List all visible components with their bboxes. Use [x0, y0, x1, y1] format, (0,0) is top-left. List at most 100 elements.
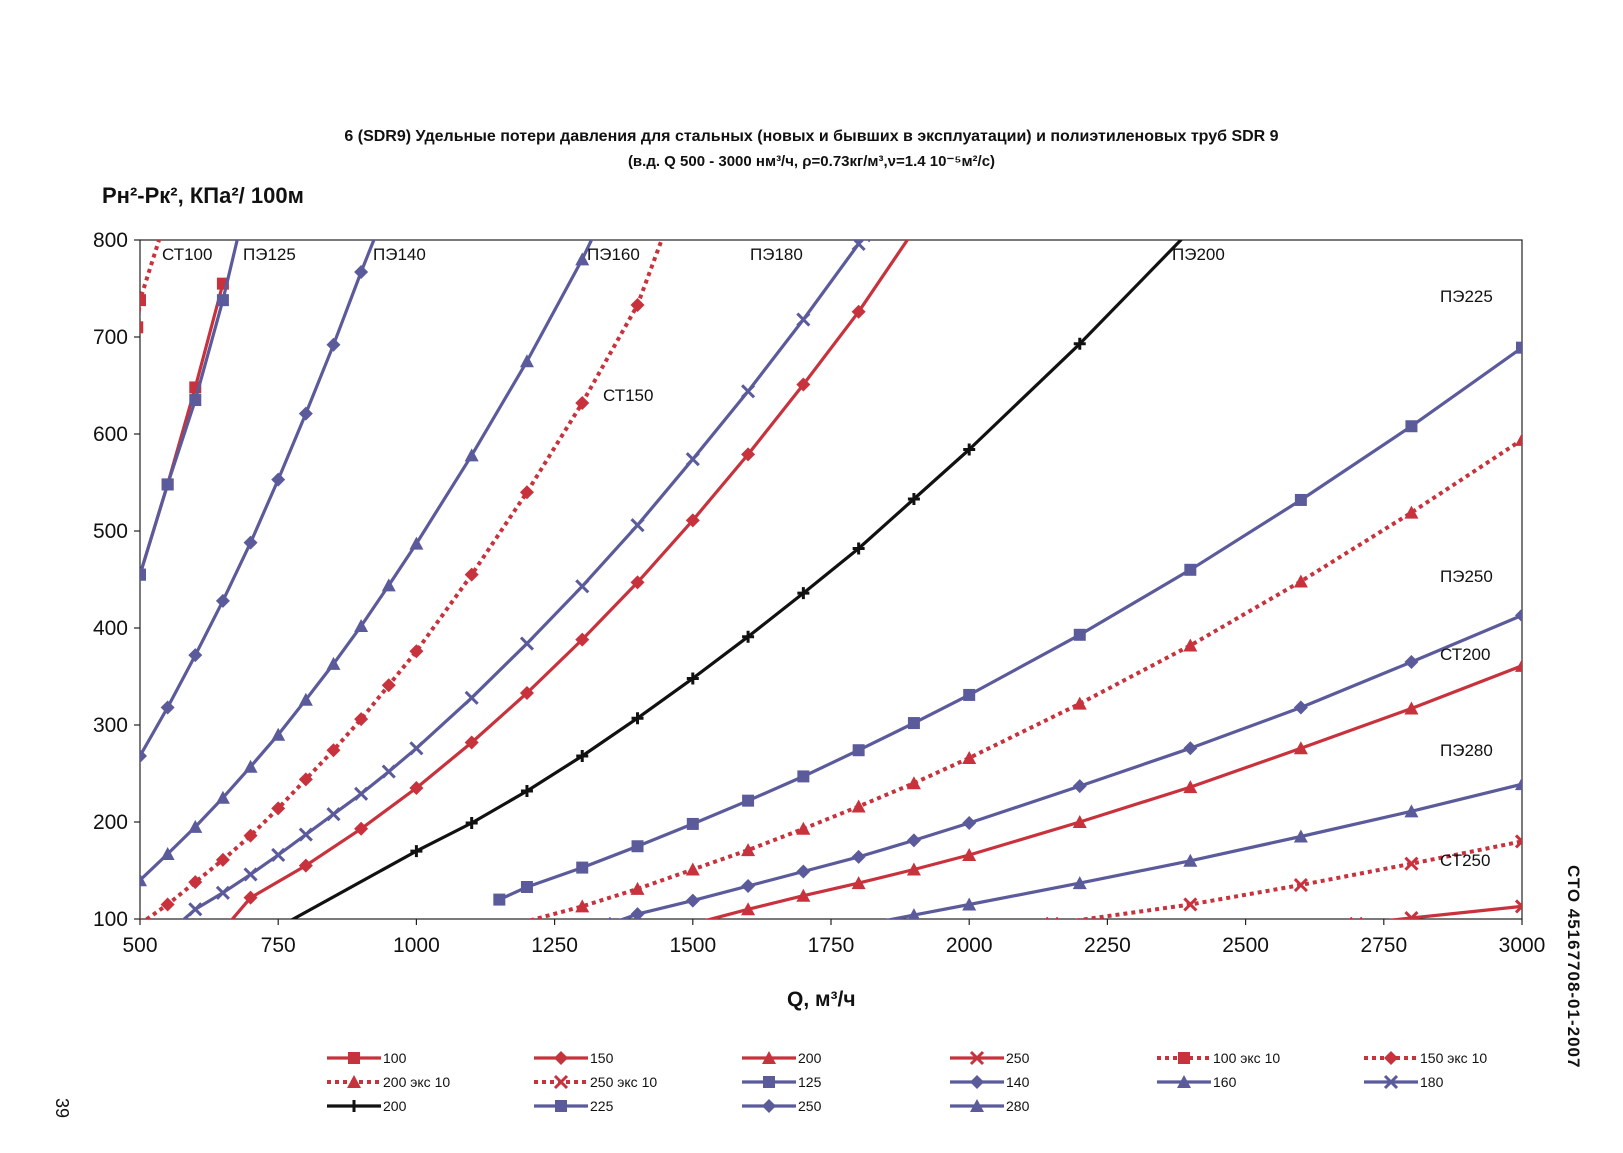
legend-swatch-marker — [1384, 1051, 1398, 1065]
x-tick-label: 1750 — [808, 934, 855, 957]
data-point — [908, 908, 920, 919]
data-point — [188, 902, 203, 917]
data-point — [326, 337, 341, 352]
data-point — [519, 636, 535, 651]
legend-item: 140 — [950, 1074, 1030, 1090]
legend-label: 180 — [1420, 1074, 1444, 1090]
legend-item: 250 — [742, 1098, 822, 1114]
data-point — [1072, 696, 1087, 710]
data-point — [1073, 337, 1086, 350]
x-tick-label: 1250 — [531, 934, 578, 957]
data-point — [575, 899, 590, 913]
curve-label: ПЭ125 — [243, 245, 296, 264]
data-point — [234, 224, 246, 236]
data-point — [160, 700, 175, 715]
x-tick-label: 1000 — [393, 934, 440, 957]
legend-label: 200 — [383, 1098, 407, 1114]
legend-swatch-marker — [969, 1050, 985, 1066]
series-line-5 — [140, 240, 162, 320]
data-point — [1515, 608, 1522, 623]
data-point — [576, 861, 589, 874]
data-point — [797, 770, 810, 783]
curve-label: СТ150 — [603, 386, 653, 405]
legend-swatch-marker — [970, 1075, 984, 1089]
data-point — [188, 956, 202, 970]
data-point — [464, 448, 479, 462]
data-point — [493, 893, 506, 906]
data-point — [410, 845, 423, 858]
curve-label: СТ200 — [1440, 645, 1490, 664]
legend-label: 150 — [590, 1050, 614, 1066]
legend-label: 225 — [590, 1098, 614, 1114]
data-point — [140, 568, 146, 581]
data-point — [575, 579, 590, 594]
curve-label: ПЭ140 — [373, 245, 426, 264]
legend-label: 250 — [1006, 1050, 1030, 1066]
data-point — [519, 354, 534, 368]
data-point — [298, 858, 313, 873]
data-point — [1514, 899, 1522, 914]
data-point — [630, 518, 645, 533]
data-point — [1405, 420, 1418, 433]
y-tick-label: 500 — [93, 520, 128, 543]
data-point — [852, 542, 865, 555]
data-point — [851, 876, 866, 890]
data-point — [188, 648, 203, 663]
data-point — [1404, 654, 1419, 669]
data-point — [1183, 741, 1198, 756]
data-point — [298, 406, 313, 421]
legend-item: 200 — [742, 1050, 822, 1066]
data-point — [658, 223, 672, 237]
legend-swatch-marker — [762, 1051, 776, 1064]
data-point — [215, 790, 230, 804]
data-point — [685, 452, 700, 467]
data-point — [906, 862, 921, 876]
data-point — [409, 644, 424, 659]
x-tick-label: 2250 — [1084, 934, 1131, 957]
data-point — [1404, 856, 1419, 871]
data-point — [519, 685, 534, 700]
data-point — [630, 575, 645, 590]
legend-item: 160 — [1157, 1074, 1237, 1090]
legend-swatch-marker — [348, 1100, 360, 1112]
data-point — [520, 784, 533, 797]
data-point — [857, 240, 872, 243]
data-point — [1516, 341, 1522, 354]
data-point — [1072, 815, 1087, 828]
data-point — [140, 294, 146, 307]
data-point — [409, 741, 424, 756]
y-tick-label: 300 — [93, 714, 128, 737]
data-point — [1294, 493, 1307, 506]
legend-item: 250 экс 10 — [534, 1074, 657, 1090]
series-line-6 — [143, 240, 664, 919]
data-point — [326, 807, 341, 822]
curve-label: СТ250 — [1440, 851, 1490, 870]
data-point — [686, 672, 699, 685]
x-tick-label: 3000 — [1499, 934, 1546, 957]
data-point — [243, 867, 258, 882]
legend-label: 200 экс 10 — [383, 1074, 450, 1090]
data-point — [381, 578, 396, 592]
x-axis-label: Q, м³/ч — [787, 988, 856, 1011]
legend-swatch-marker — [553, 1074, 569, 1090]
data-point — [858, 918, 859, 919]
curve-label: ПЭ160 — [587, 245, 640, 264]
legend-item: 150 экс 10 — [1364, 1050, 1487, 1066]
data-point — [796, 377, 811, 392]
data-point — [519, 485, 534, 500]
data-point — [1183, 897, 1198, 912]
y-tick-label: 800 — [93, 229, 128, 252]
legend-swatch-marker — [970, 1099, 984, 1112]
data-point — [1184, 224, 1196, 236]
legend-label: 100 — [383, 1050, 407, 1066]
data-point — [140, 873, 147, 887]
data-point — [464, 690, 479, 705]
data-point — [796, 821, 811, 835]
series-line-13 — [290, 240, 1184, 919]
data-point — [1514, 834, 1522, 849]
data-point — [215, 852, 230, 867]
legend-label: 140 — [1006, 1074, 1030, 1090]
data-point — [271, 801, 286, 816]
legend-item: 200 — [327, 1098, 407, 1114]
